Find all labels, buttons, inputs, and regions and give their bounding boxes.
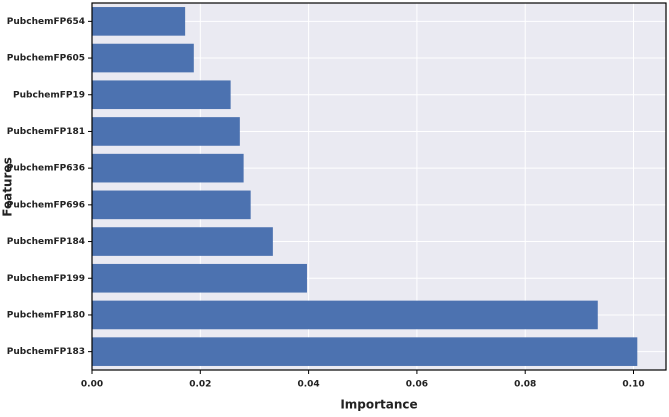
y-tick-label: PubchemFP636 [7,164,85,174]
y-tick-label: PubchemFP183 [7,347,85,357]
y-tick-label: PubchemFP696 [7,200,85,210]
y-axis-label: Features [1,157,15,216]
x-tick-label: 0.04 [297,380,319,390]
y-tick-label: PubchemFP180 [7,310,85,320]
bar [92,190,251,220]
y-tick-label: PubchemFP654 [7,17,85,27]
bar [92,227,273,256]
x-axis-label: Importance [340,398,417,412]
bar [92,153,244,183]
bar [92,117,240,146]
y-tick-label: PubchemFP605 [7,54,85,64]
plot-frame [91,2,667,371]
x-tick-label: 0.02 [189,380,211,390]
bar [92,43,194,73]
bar [92,263,307,293]
y-tick-label: PubchemFP199 [7,274,85,284]
x-tick-label: 0.00 [81,380,103,390]
y-tick-label: PubchemFP184 [7,237,85,247]
x-tick-label: 0.06 [406,380,428,390]
bar [92,80,231,110]
x-tick-label: 0.10 [622,380,644,390]
bar [92,337,638,366]
y-tick-label: PubchemFP19 [13,90,85,100]
bar [92,300,598,330]
x-tick-label: 0.08 [514,380,536,390]
bar [92,7,186,36]
y-tick-label: PubchemFP181 [7,127,85,137]
